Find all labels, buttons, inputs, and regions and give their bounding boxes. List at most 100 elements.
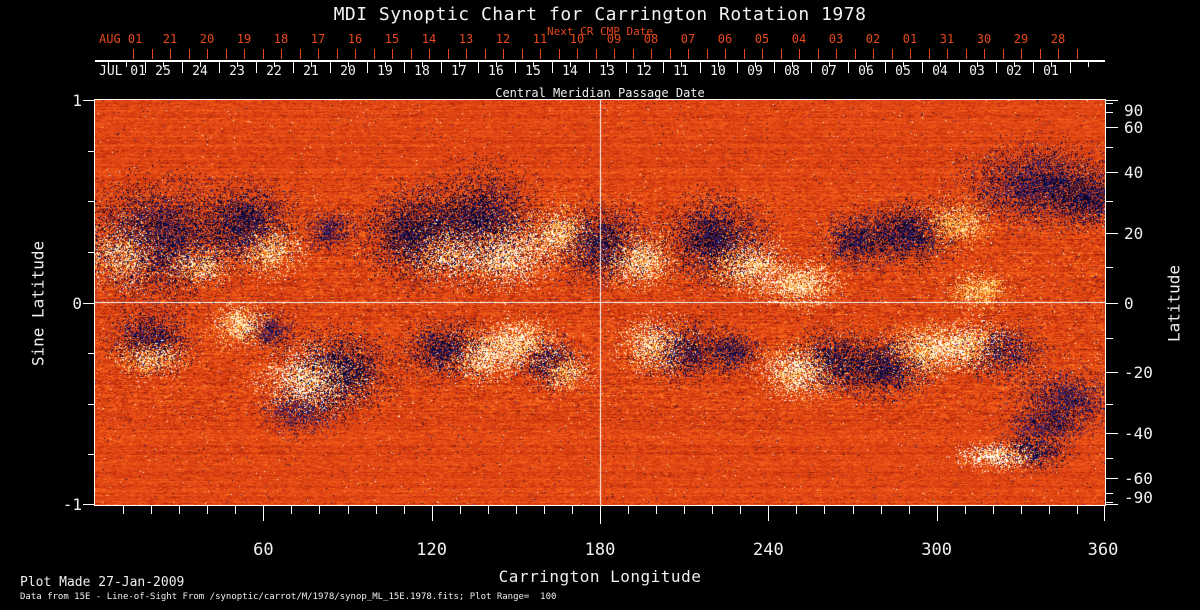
cmp-axis-tick [403,62,405,73]
cmp-axis-tick [792,62,793,67]
cmp-axis-tick [126,62,127,67]
right-axis-tick-label: -60 [1124,468,1153,488]
cmp-day-label: 12 [636,64,652,79]
next-cr-day-label: 04 [791,32,807,46]
bottom-axis-minor-tick [1076,506,1078,514]
next-cr-axis-tick [133,49,134,59]
next-cr-day-label: 02 [865,32,881,46]
cmp-axis-tick [810,62,812,73]
bottom-axis-minor-tick [964,506,966,514]
next-cr-day-label: 01 [902,32,918,46]
next-cr-axis-tick [244,49,245,59]
next-cr-axis-tick [170,49,171,59]
bottom-axis-minor-tick [740,506,742,514]
next-cr-axis-tick [373,49,375,59]
cmp-axis-tick [274,62,275,67]
left-axis-minor-tick [88,353,95,355]
bottom-axis-minor-tick [207,506,209,514]
plot-made-date: Plot Made 27-Jan-2009 [20,575,185,590]
next-cr-axis-tick [281,49,282,59]
data-source-note: Data from 15E - Line-of-Sight From /syno… [20,592,557,602]
cmp-axis-tick [440,62,442,73]
bottom-axis-major-tick [431,506,433,521]
bottom-axis-minor-tick [796,506,798,514]
next-cr-day-label: 19 [236,32,252,46]
cmp-day-label: 23 [229,64,245,79]
bottom-axis-tick-label: 240 [752,540,784,560]
right-axis-major-tick [1106,504,1118,505]
next-cr-day-label: 15 [384,32,400,46]
cmp-day-label: 05 [895,64,911,79]
left-axis-tick-label: 0 [72,293,82,313]
bottom-axis-minor-tick [179,506,181,514]
bottom-axis-minor-tick [684,506,686,514]
next-cr-day-label: 12 [495,32,511,46]
cmp-day-label: 16 [488,64,504,79]
bottom-axis-minor-tick [403,506,405,514]
left-axis-minor-tick [88,150,95,152]
right-axis-tick-label: 20 [1124,224,1144,244]
cmp-day-label: 02 [1006,64,1022,79]
left-axis-major-tick [83,100,95,101]
bottom-axis-minor-tick [852,506,854,514]
bottom-axis-minor-tick [571,506,573,514]
right-axis-major-tick [1106,233,1118,235]
next-cr-axis-tick [928,49,930,59]
right-axis-major-tick [1106,100,1118,101]
cmp-axis-tick [1051,62,1052,67]
right-axis-tick-label: 40 [1124,163,1144,183]
cmp-month-label: JUL 01 [99,64,146,79]
cmp-axis-tick [459,62,460,67]
bottom-axis-minor-tick [908,506,910,514]
bottom-axis-minor-tick [319,506,321,514]
cmp-axis-tick [884,62,886,73]
bottom-axis-minor-tick [123,506,125,514]
next-cr-day-label: 30 [976,32,992,46]
next-cr-day-label: 17 [310,32,326,46]
next-cr-day-label: 09 [606,32,622,46]
cmp-axis-tick [736,62,738,73]
right-axis-major-tick [1106,371,1118,373]
left-axis-minor-tick [88,251,95,253]
next-cr-axis-tick [1058,49,1059,59]
cmp-axis-tick [958,62,960,73]
bottom-axis-minor-tick [515,506,517,514]
right-axis-minor-tick [1106,147,1113,149]
magnetogram-map-canvas [95,100,1105,505]
cmp-axis-tick [570,62,571,67]
right-axis-minor-tick [1106,112,1113,114]
left-axis-tick-label: 1 [72,91,82,110]
next-cr-axis-tick [854,49,856,59]
next-cr-day-label: 07 [680,32,696,46]
next-cr-axis-tick [188,49,190,59]
next-cr-axis-tick [1039,49,1041,59]
cmp-axis-tick [866,62,867,67]
cmp-axis-tick [625,62,627,73]
next-cr-axis-tick [725,49,726,59]
next-cr-day-label: 20 [199,32,215,46]
right-axis-major-tick [1106,172,1118,174]
right-axis-minor-tick [1106,337,1113,339]
cmp-day-label: 25 [155,64,171,79]
next-cr-axis-tick [484,49,486,59]
next-cr-month-label: AUG 01 [99,32,143,46]
next-cr-axis-tick [910,49,911,59]
bottom-axis-major-tick [600,506,601,524]
next-cr-axis-tick [965,49,967,59]
cmp-day-label: 24 [192,64,208,79]
right-axis-title: Latitude [1164,264,1184,343]
chart-title: MDI Synoptic Chart for Carrington Rotati… [333,4,867,25]
next-cr-axis-tick [836,49,837,59]
right-axis-tick-label: 60 [1124,118,1144,138]
next-cr-axis-tick [299,49,301,59]
cmp-axis-title: Central Meridian Passage Date [495,86,705,100]
bottom-axis-minor-tick [656,506,658,514]
cmp-axis-tick [292,62,294,73]
cmp-day-label: 22 [266,64,282,79]
left-axis-major-tick [83,504,95,505]
next-cr-day-label: 11 [532,32,548,46]
right-axis-tick-label: 0 [1124,293,1134,313]
cmp-day-label: 09 [747,64,763,79]
next-cr-axis-tick [262,49,264,59]
